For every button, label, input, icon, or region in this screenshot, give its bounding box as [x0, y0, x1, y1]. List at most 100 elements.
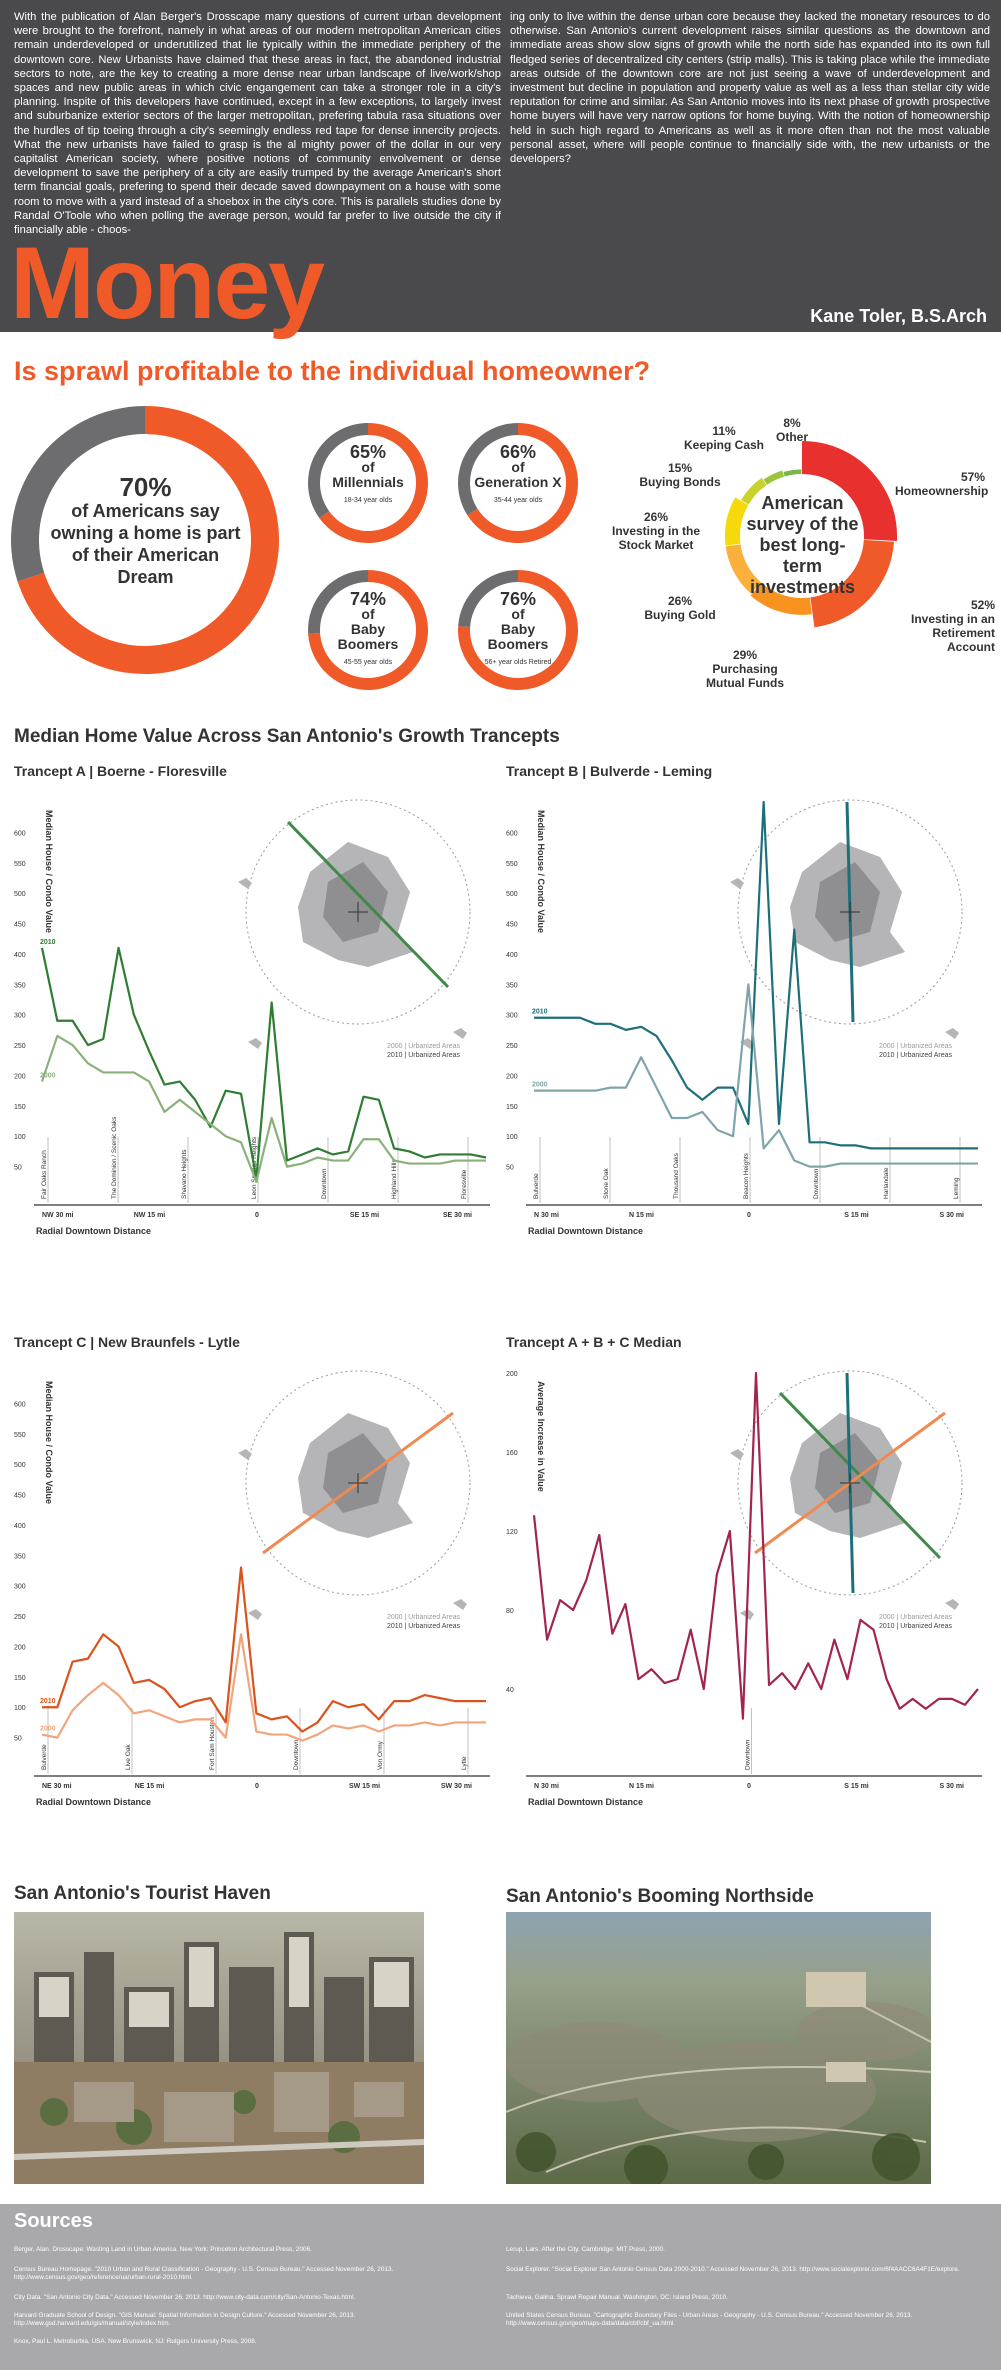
survey-pct: 26%: [667, 594, 693, 608]
y-tick-label: 350: [14, 982, 26, 989]
place-label: Downtown: [293, 1739, 300, 1770]
survey-text: Investing in an Retirement Account: [910, 612, 995, 654]
urban-core-shape: [323, 1433, 388, 1513]
survey-slice: [783, 469, 802, 477]
chart-section-title: Median Home Value Across San Antonio's G…: [14, 726, 560, 747]
legend-2010: 2010 | Urbanized Areas: [387, 1623, 461, 1630]
series-label: 2010: [532, 1009, 548, 1016]
place-label: Fair Oaks Ranch: [41, 1150, 48, 1199]
series-line-2010: [42, 1566, 486, 1733]
y-axis-label: Average Increase in Value: [536, 1381, 546, 1492]
source-entry: City Data. "San Antonio City Data." Acce…: [14, 2294, 356, 2301]
y-axis-label: Median House / Condo Value: [44, 810, 54, 933]
y-tick-label: 550: [506, 861, 518, 868]
y-tick-label: 300: [14, 1013, 26, 1020]
big-donut-pct: 70%: [119, 472, 172, 502]
survey-slice: [724, 497, 749, 546]
y-tick-label: 120: [506, 1529, 518, 1536]
y-tick-label: 50: [506, 1165, 514, 1172]
outlying-town-shape: [945, 1028, 959, 1039]
y-tick-label: 250: [506, 1043, 518, 1050]
map-radius-ring: [737, 1370, 963, 1596]
y-tick-label: 150: [14, 1675, 26, 1682]
small-donut-remaining-arc: [457, 423, 518, 516]
series-line-2010: [534, 800, 978, 1150]
map-radius-ring: [245, 799, 471, 1025]
outlying-town-shape: [730, 1449, 744, 1460]
donut-group: Millennials: [332, 474, 404, 490]
source-entry: Harvard Graduate School of Design. "GIS …: [14, 2312, 356, 2327]
x-tick-label: SW 15 mi: [349, 1783, 380, 1790]
survey-label-gold: 26% Buying Gold: [640, 594, 720, 622]
source-entry: Knox, Paul L. Metroburbia, USA. New Brun…: [14, 2338, 257, 2345]
donut-of: of: [361, 459, 375, 475]
legend-2000: 2000 | Urbanized Areas: [879, 1043, 953, 1050]
big-donut-text: of Americans say owning a home is part o…: [50, 501, 241, 587]
small-donut-remaining-arc: [458, 570, 518, 627]
survey-slice: [763, 470, 785, 485]
small-donut-remaining-arc: [308, 423, 368, 519]
donut-sub: 45-55 year olds: [343, 659, 393, 666]
x-tick-label: 0: [747, 1783, 751, 1790]
outlying-town-shape: [453, 1599, 467, 1610]
header-band: With the publication of Alan Berger's Dr…: [0, 0, 1001, 338]
source-entry: Lerup, Lars. After the City. Cambridge: …: [506, 2246, 665, 2253]
place-label: Downtown: [321, 1168, 328, 1199]
donut-sub: 18-34 year olds: [343, 497, 393, 504]
donut-label-boomers-56: 76% of Baby Boomers 56+ year olds Retire…: [472, 589, 564, 670]
chart-title-c: Trancept C | New Braunfels - Lytle: [14, 1334, 240, 1350]
y-tick-label: 300: [14, 1584, 26, 1591]
survey-pct: 8%: [783, 416, 801, 430]
chart-trancept-b: 2000 | Urbanized Areas 2010 | Urbanized A…: [506, 799, 982, 1236]
big-donut-remaining-arc: [10, 406, 145, 582]
y-tick-label: 500: [14, 1462, 26, 1469]
series-line-2010: [40, 946, 487, 1180]
place-label: Thousand Oaks: [673, 1152, 680, 1199]
survey-label-cash: 11% Keeping Cash: [682, 424, 766, 452]
chart-title-b: Trancept B | Bulverde - Leming: [506, 763, 713, 779]
donut-group: Baby Boomers: [487, 621, 549, 652]
y-tick-label: 200: [14, 1644, 26, 1651]
donut-group: Generation X: [474, 474, 562, 490]
x-tick-label: 0: [255, 1212, 259, 1219]
x-tick-label: 0: [255, 1783, 259, 1790]
sources-title: Sources: [14, 2210, 93, 2232]
source-entry: Census Bureau Homepage. "2010 Urban and …: [14, 2266, 394, 2281]
series-line-2000: [40, 1034, 486, 1183]
chart-trancept-c: 2000 | Urbanized Areas 2010 | Urbanized A…: [14, 1370, 490, 1807]
y-tick-label: 500: [14, 891, 26, 898]
survey-label-stock: 26% Investing in the Stock Market: [596, 510, 716, 552]
downtown-aerial-photo: [14, 1912, 424, 2184]
x-axis-label: Radial Downtown Distance: [36, 1226, 151, 1236]
donut-group: Baby Boomers: [337, 621, 399, 652]
survey-slice: [802, 440, 898, 542]
survey-text: Buying Bonds: [639, 475, 721, 489]
legend-2010: 2010 | Urbanized Areas: [879, 1052, 953, 1059]
outlying-town-shape: [238, 1449, 252, 1460]
x-axis-label: Radial Downtown Distance: [528, 1226, 643, 1236]
chart-title-median: Trancept A + B + C Median: [506, 1334, 682, 1350]
donut-label-genx: 66% of Generation X 35-44 year olds: [472, 443, 564, 508]
y-tick-label: 600: [14, 1401, 26, 1408]
y-tick-label: 400: [14, 1523, 26, 1530]
survey-text: Buying Gold: [644, 608, 716, 622]
x-tick-label: NW 15 mi: [134, 1212, 166, 1219]
x-tick-label: S 30 mi: [939, 1783, 964, 1790]
survey-label-other: 8% Other: [772, 416, 812, 444]
source-entry: Berger, Alan. Drosscape: Wasting Land in…: [14, 2246, 312, 2253]
donut-sub: 56+ year olds Retired: [484, 659, 552, 666]
donut-pct: 76%: [499, 589, 537, 609]
survey-center-label: American survey of the best long-term in…: [746, 493, 859, 597]
legend-2010: 2010 | Urbanized Areas: [879, 1623, 953, 1630]
series-line-Median: [532, 1371, 979, 1720]
place-label: Highland Hills: [391, 1159, 398, 1199]
photo-title-northside: San Antonio's Booming Northside: [506, 1886, 814, 1907]
y-tick-label: 400: [506, 952, 518, 959]
y-tick-label: 350: [14, 1553, 26, 1560]
place-label: Floresville: [461, 1169, 468, 1199]
place-label: Harlandale: [883, 1167, 890, 1199]
chart-trancept-a: 2000 | Urbanized Areas 2010 | Urbanized A…: [14, 799, 490, 1236]
source-entry: Social Explorer. "Social Explorer San An…: [506, 2266, 960, 2273]
survey-slice: [750, 582, 812, 615]
big-donut-label: 70% of Americans say owning a home is pa…: [48, 472, 243, 588]
